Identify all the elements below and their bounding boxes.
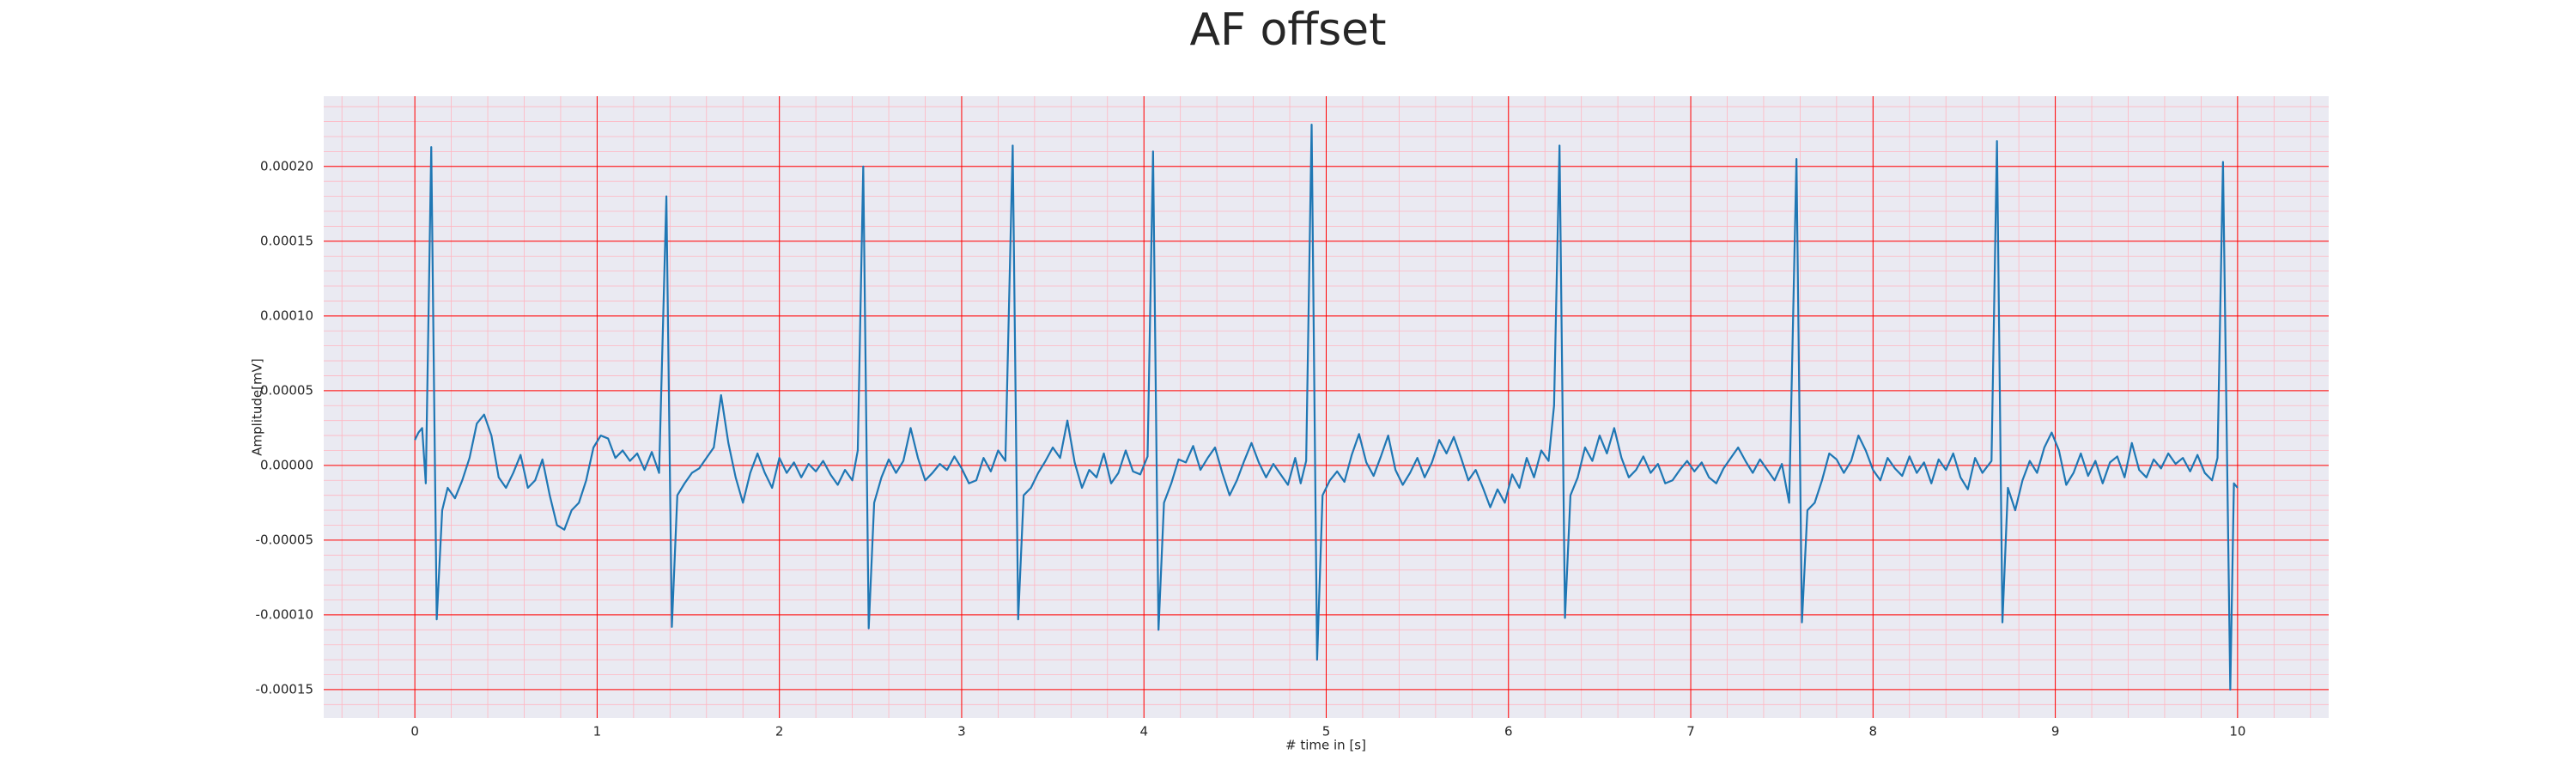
y-tick-label: 0.00015 — [260, 233, 313, 248]
y-tick-label: -0.00015 — [256, 681, 313, 697]
y-tick-label: 0.00000 — [260, 457, 313, 472]
x-tick-label: 2 — [775, 724, 784, 740]
x-tick-label: 1 — [593, 724, 602, 740]
x-tick-label: 9 — [2051, 724, 2060, 740]
y-tick-label: -0.00010 — [256, 606, 313, 622]
plot-area — [324, 96, 2329, 718]
y-axis-label: Amplitude[mV] — [250, 358, 265, 455]
y-tick-label: -0.00005 — [256, 532, 313, 547]
y-tick-label: 0.00010 — [260, 307, 313, 323]
y-tick-label: 0.00005 — [260, 382, 313, 398]
x-tick-label: 10 — [2229, 724, 2245, 740]
x-tick-label: 7 — [1686, 724, 1695, 740]
x-tick-label: 8 — [1869, 724, 1878, 740]
x-tick-label: 0 — [410, 724, 419, 740]
x-tick-label: 5 — [1322, 724, 1331, 740]
signal-line — [414, 123, 2239, 691]
chart-title: AF offset — [1189, 4, 1386, 56]
x-tick-label: 4 — [1139, 724, 1148, 740]
x-axis-label: # time in [s] — [1285, 738, 1366, 753]
x-tick-label: 6 — [1504, 724, 1513, 740]
y-tick-label: 0.00020 — [260, 158, 313, 173]
x-tick-label: 3 — [957, 724, 966, 740]
